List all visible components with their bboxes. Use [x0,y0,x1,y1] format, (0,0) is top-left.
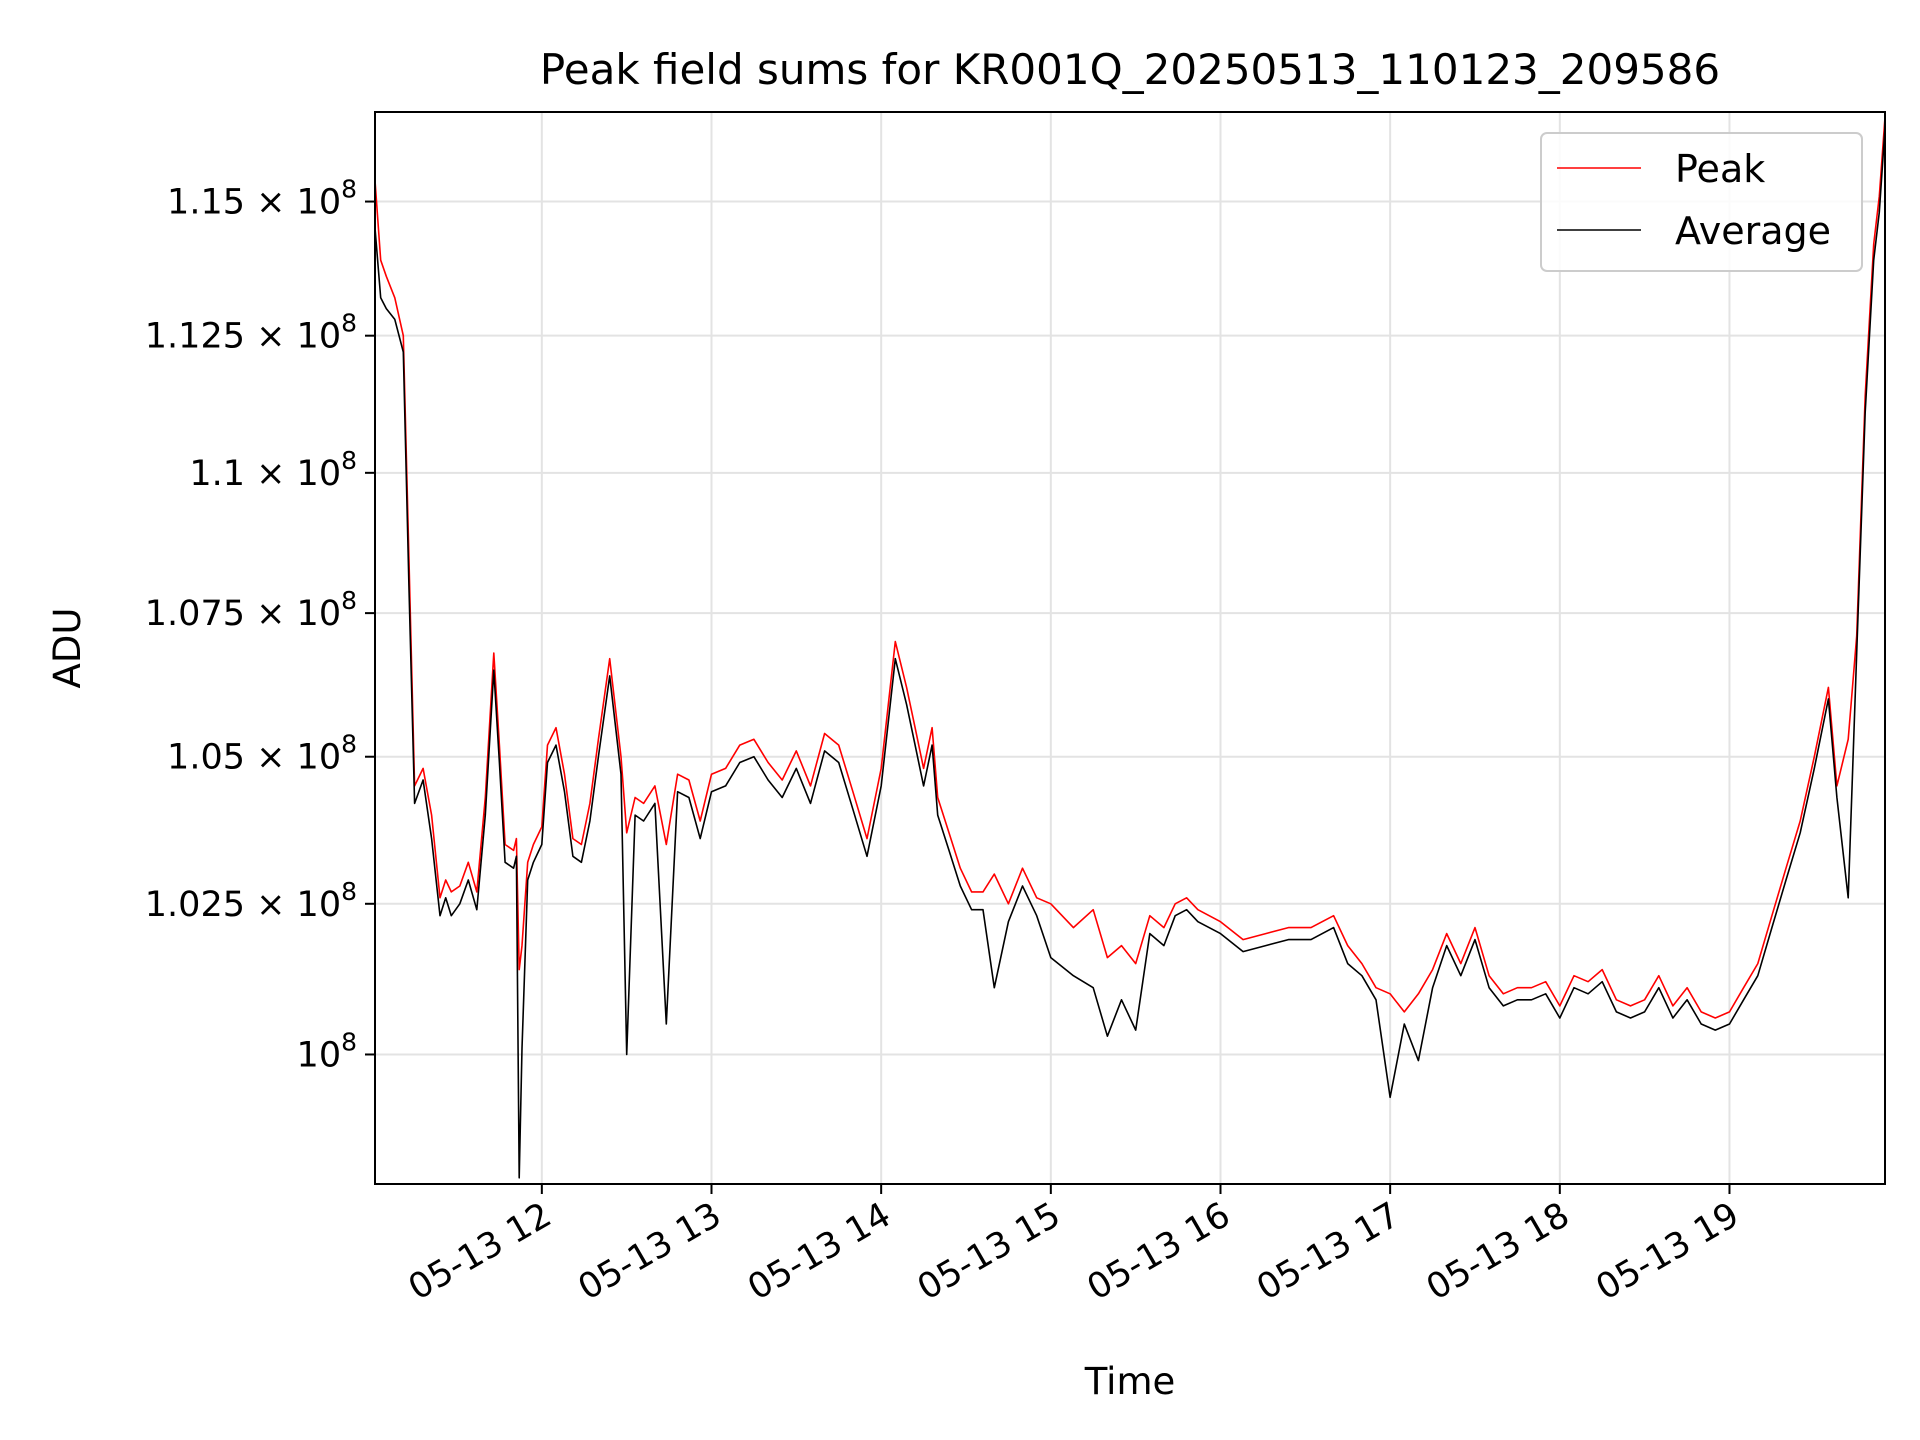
series-lines [375,117,1885,1179]
legend-label-peak: Peak [1675,147,1765,191]
y-tick-mantissa: 1.05 × 10 [167,738,341,778]
y-tick-label: 1.05 × 108 [167,730,357,778]
y-tick-label: 1.025 × 108 [145,877,357,925]
y-tick-label: 108 [297,1027,357,1075]
y-tick-exponent: 8 [341,730,357,759]
y-tick-exponent: 8 [341,1027,357,1056]
y-tick-label: 1.1 × 108 [189,446,357,494]
grid [375,112,1885,1184]
y-tick-mantissa: 1.1 × 10 [189,454,341,494]
series-line-average [375,127,1885,1179]
y-tick-label: 1.15 × 108 [167,175,357,223]
y-tick-exponent: 8 [341,175,357,204]
chart-title: Peak field sums for KR001Q_20250513_1101… [540,45,1720,94]
x-axis-label: Time [1084,1360,1176,1403]
legend-label-average: Average [1675,209,1831,253]
series-line-peak [375,117,1885,1019]
y-tick-mantissa: 1.075 × 10 [145,594,341,634]
y-tick-exponent: 8 [341,446,357,475]
y-tick-exponent: 8 [341,877,357,906]
y-tick-mantissa: 1.025 × 10 [145,885,341,925]
y-tick-mantissa: 1.15 × 10 [167,183,341,223]
y-tick-exponent: 8 [341,309,357,338]
y-tick-exponent: 8 [341,586,357,615]
y-tick-label: 1.125 × 108 [145,309,357,357]
y-axis-label: ADU [46,608,89,689]
plot-frame [374,111,1886,1185]
y-tick-label: 1.075 × 108 [145,586,357,634]
y-tick-mantissa: 10 [297,1035,342,1075]
y-tick-mantissa: 1.125 × 10 [145,317,341,357]
legend: Peak Average [1540,132,1863,272]
